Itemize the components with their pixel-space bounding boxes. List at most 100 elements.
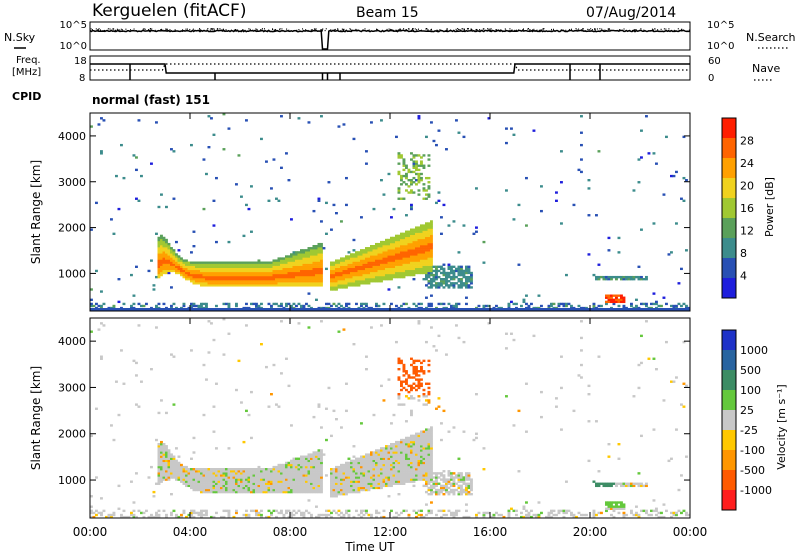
power-cell: [360, 280, 363, 283]
velocity-cell: [390, 484, 393, 488]
velocity-cell: [232, 476, 236, 479]
velocity-cell: [330, 480, 333, 483]
velocity-cell: [277, 476, 281, 479]
power-cell: [295, 269, 298, 273]
power-cell: [397, 240, 401, 244]
velocity-cell: [372, 463, 376, 467]
velocity-cell: [312, 482, 316, 485]
velocity-cell: [285, 490, 288, 494]
noise-speckle-dot: [478, 30, 480, 32]
power-cell: [300, 255, 303, 258]
noise-speckle-dot: [628, 30, 630, 32]
power-cell: [272, 282, 276, 285]
velocity-cell: [317, 403, 321, 406]
ytick-label: 4000: [58, 130, 86, 143]
power-cell: [292, 257, 296, 260]
power-cell: [460, 269, 463, 273]
power-cell: [222, 267, 226, 271]
velocity-cell: [182, 472, 186, 475]
power-cell: [300, 275, 303, 279]
power-cell: [302, 255, 306, 258]
power-cell: [412, 263, 416, 266]
power-cell: [382, 265, 386, 268]
power-cell: [200, 267, 203, 271]
velocity-cell: [400, 465, 403, 469]
velocity-cell: [342, 486, 346, 490]
velocity-cell: [267, 405, 271, 408]
velocity-cell: [375, 455, 378, 458]
power-cell: [375, 245, 378, 248]
noise-speckle-dot: [663, 28, 665, 30]
power-cell: [587, 253, 591, 256]
velocity-cell: [185, 482, 188, 485]
power-cell: [410, 205, 413, 209]
power-cell: [180, 259, 183, 262]
power-cell: [640, 156, 643, 159]
power-cell: [205, 172, 208, 176]
velocity-cell: [387, 451, 391, 454]
power-cell: [347, 255, 351, 258]
velocity-cell: [382, 476, 386, 479]
velocity-cell: [162, 459, 166, 463]
power-cell: [295, 265, 298, 268]
power-cell: [210, 278, 213, 281]
power-cell: [287, 284, 291, 287]
velocity-cell: [157, 445, 161, 448]
velocity-cell: [197, 476, 201, 479]
velocity-cell: [277, 405, 281, 408]
velocity-cell: [405, 378, 408, 381]
power-cell: [415, 271, 418, 275]
power-cell: [187, 265, 191, 268]
power-cell: [305, 278, 308, 281]
power-cell: [392, 269, 396, 273]
velocity-cell: [282, 515, 286, 519]
noise-speckle-dot: [104, 29, 106, 32]
power-cell: [307, 280, 311, 283]
velocity-cell: [317, 459, 321, 463]
velocity-cell: [280, 472, 283, 475]
velocity-cell: [95, 509, 98, 513]
velocity-cell: [232, 472, 236, 475]
power-cell: [427, 238, 431, 242]
power-cell: [222, 269, 226, 273]
power-cell: [435, 278, 438, 281]
power-cell: [407, 191, 411, 194]
power-cell: [395, 251, 398, 254]
noise-speckle-dot: [337, 29, 339, 31]
velocity-cell: [305, 461, 308, 465]
velocity-cell: [415, 468, 418, 471]
power-cell: [317, 278, 321, 281]
velocity-cell: [290, 488, 293, 492]
velocity-cell: [192, 472, 196, 475]
velocity-cell: [377, 472, 381, 475]
velocity-cell: [237, 474, 241, 477]
power-cell: [330, 304, 333, 308]
velocity-cell: [220, 468, 223, 471]
power-cell: [625, 275, 628, 279]
power-cell: [347, 259, 351, 262]
velocity-cell: [235, 482, 238, 485]
velocity-cell: [307, 457, 311, 460]
velocity-cell: [400, 380, 403, 383]
velocity-cell: [305, 457, 308, 460]
velocity-cell: [157, 509, 161, 513]
power-cell: [330, 267, 333, 271]
velocity-cell: [165, 474, 168, 477]
power-cell: [210, 275, 213, 279]
power-cell: [457, 280, 461, 283]
power-cell: [460, 282, 463, 285]
velocity-cell: [202, 486, 206, 490]
power-cell: [332, 273, 336, 277]
velocity-cell: [227, 484, 231, 488]
power-cell: [417, 271, 421, 275]
power-cell: [157, 257, 161, 260]
power-cell: [342, 275, 346, 279]
velocity-cell: [372, 455, 376, 458]
power-cell: [142, 304, 146, 308]
velocity-cell: [387, 447, 391, 450]
noise-speckle-dot: [125, 28, 127, 30]
power-cell: [452, 220, 456, 223]
power-cell: [355, 275, 358, 279]
power-cell: [175, 257, 178, 260]
power-cell: [280, 166, 283, 169]
